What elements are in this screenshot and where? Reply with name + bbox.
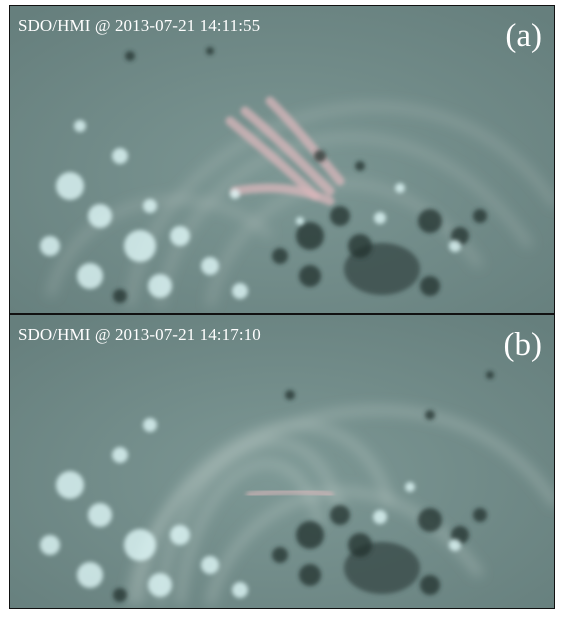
panel-label: (a) [505,18,542,54]
timestamp-label: SDO/HMI @ 2013-07-21 14:11:55 [18,16,261,35]
magnetogram-image-b [10,315,554,608]
timestamp-label: SDO/HMI @ 2013-07-21 14:17:10 [18,325,261,344]
magnetogram-panel-a: SDO/HMI @ 2013-07-21 14:11:55 (a) [9,5,555,314]
magnetogram-panel-b: SDO/HMI @ 2013-07-21 14:17:10 (b) [9,314,555,609]
magnetogram-image-a [10,6,554,313]
panel-label: (b) [503,327,542,363]
